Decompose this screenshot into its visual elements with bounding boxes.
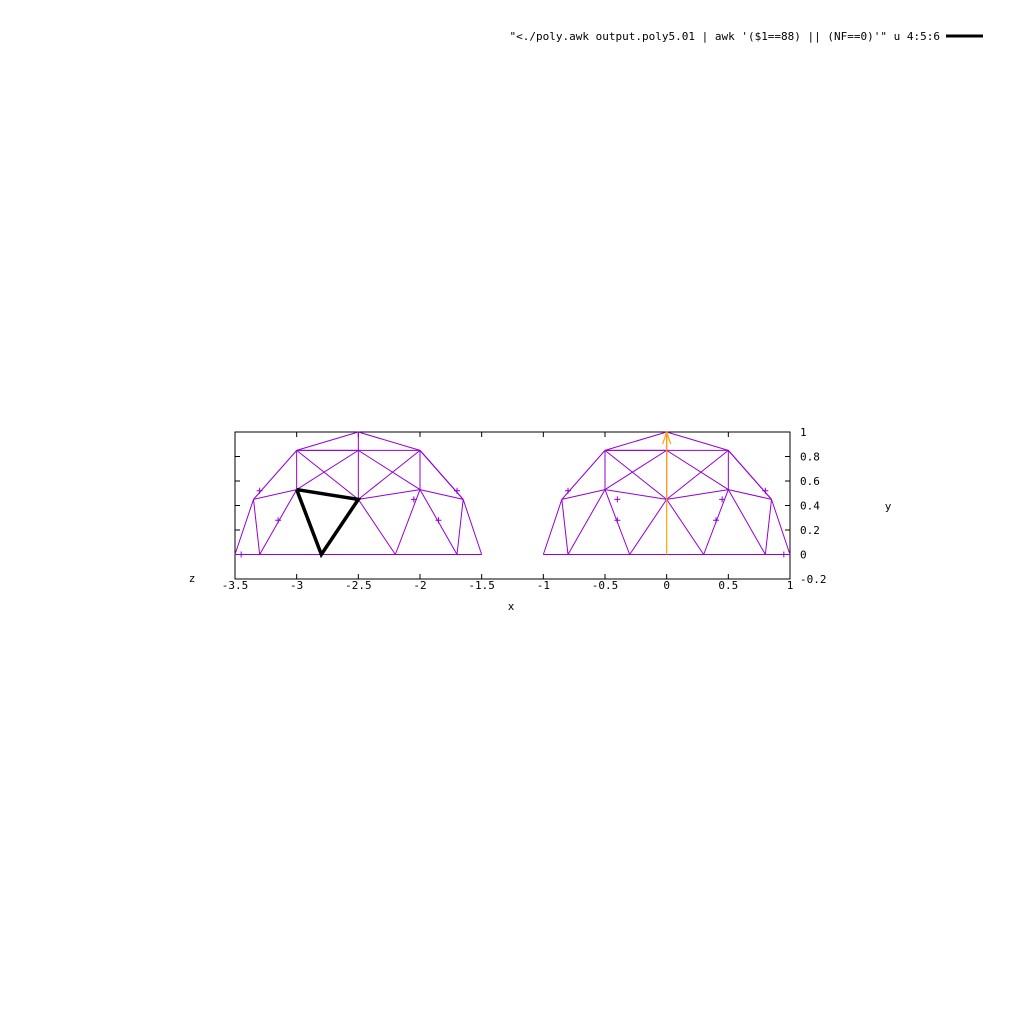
mesh-edge: [358, 489, 421, 500]
mesh-edge: [296, 449, 359, 490]
mesh-edge: [253, 489, 297, 500]
mesh-edge: [764, 499, 772, 555]
mesh-point-marker: [614, 496, 621, 503]
z-axis-title: z: [189, 572, 196, 585]
y-tick-label: 1: [800, 426, 807, 439]
mesh-point-marker: [454, 487, 460, 494]
x-tick-label: -3: [290, 579, 303, 592]
mesh-edge: [604, 449, 667, 490]
mesh-point-marker: [435, 517, 442, 524]
mesh-edge: [604, 431, 667, 451]
x-tick-label: 1: [787, 579, 794, 592]
x-tick-label: -2.5: [345, 579, 372, 592]
mesh-edge: [357, 499, 396, 555]
mesh-edge: [358, 431, 421, 451]
mesh-edge: [666, 449, 729, 490]
mesh-edge: [604, 449, 667, 500]
y-tick-label: -0.2: [800, 573, 827, 586]
mesh-edge: [358, 449, 421, 490]
mesh-edge: [394, 489, 421, 555]
x-tick-label: -1: [537, 579, 550, 592]
mesh-edge: [666, 431, 729, 451]
mesh-edge: [419, 489, 464, 500]
y-tick-label: 0.8: [800, 451, 820, 464]
mesh-point-marker: [614, 517, 621, 524]
mesh-edge: [629, 499, 668, 555]
mesh-edge: [771, 499, 791, 555]
mesh-edge: [358, 449, 421, 500]
mesh-edge: [728, 489, 772, 500]
mesh-point-marker: [780, 551, 787, 558]
mesh-point-marker: [713, 517, 719, 524]
legend-label: "<./poly.awk output.poly5.01 | awk '($1=…: [510, 30, 940, 43]
mesh-edge: [666, 449, 729, 500]
y-tick-label: 0: [800, 549, 807, 562]
legend: "<./poly.awk output.poly5.01 | awk '($1=…: [510, 30, 983, 43]
mesh-point-marker: [410, 496, 417, 503]
highlight-layer: [295, 487, 362, 559]
x-tick-label: 0: [663, 579, 670, 592]
x-tick-label: -2: [413, 579, 426, 592]
y-tick-label: 0.4: [800, 500, 820, 513]
mesh-edge: [567, 489, 606, 555]
mesh-point-marker: [238, 551, 245, 558]
mesh-edge: [604, 489, 667, 500]
mesh-edge: [456, 499, 464, 555]
mesh-edge: [561, 499, 569, 555]
highlighted-triangle: [295, 487, 362, 559]
mesh-point-marker: [762, 487, 769, 494]
y-axis: -0.2 0 0.2 0.4 0.6 0.8 1: [235, 426, 827, 586]
mesh-edge: [727, 489, 766, 555]
mesh-point-marker: [275, 517, 282, 524]
mesh-edge: [296, 431, 359, 451]
x-tick-label: -0.5: [592, 579, 619, 592]
y-axis-title: y: [885, 500, 892, 513]
mesh-edge: [253, 499, 261, 555]
plot-frame: [234, 431, 791, 580]
x-axis-title: x: [508, 600, 515, 613]
vector-arrowhead: [662, 430, 672, 445]
mesh-edge: [542, 499, 563, 555]
mesh-edge: [666, 499, 705, 555]
x-axis: -3.5 -3 -2.5 -2 -1.5 -1 -0.5 0 0.5 1: [222, 432, 794, 592]
vector-layer: [662, 430, 672, 555]
mesh-edge: [561, 489, 606, 500]
mesh-edge: [234, 499, 254, 555]
x-tick-label: -1.5: [468, 579, 495, 592]
mesh-point-marker: [719, 496, 726, 503]
y-tick-label: 0.6: [800, 475, 820, 488]
x-tick-label: 0.5: [718, 579, 738, 592]
mesh-edge: [462, 499, 483, 555]
y-tick-label: 0.2: [800, 524, 820, 537]
mesh-point-marker: [256, 487, 263, 494]
mesh-edge: [666, 489, 729, 500]
mesh-edge: [296, 449, 359, 500]
mesh-point-marker: [565, 487, 571, 494]
x-tick-label: -3.5: [222, 579, 249, 592]
